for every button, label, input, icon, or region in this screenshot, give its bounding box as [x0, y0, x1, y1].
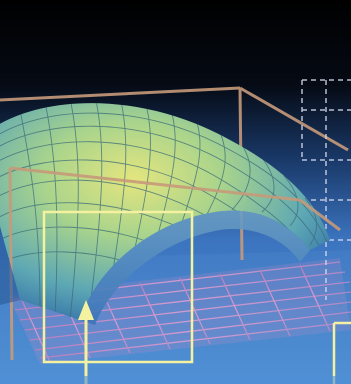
up-arrow-icon — [78, 300, 94, 384]
dashed-frame — [301, 79, 351, 300]
surface-underside — [80, 210, 310, 325]
surface-edge — [0, 180, 20, 305]
secondary-frame — [332, 321, 351, 384]
selection-frame — [42, 210, 194, 364]
floor-grid-fill — [8, 258, 351, 364]
bounding-box-front — [8, 166, 341, 361]
bottom-strip — [0, 376, 351, 384]
